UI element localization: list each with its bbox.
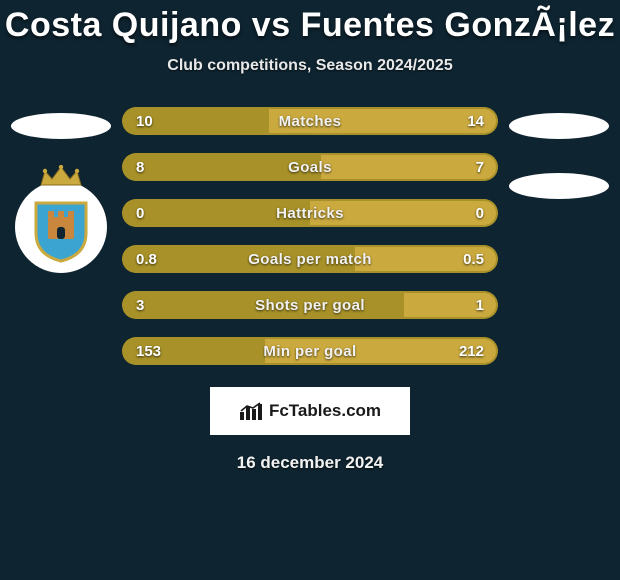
crown-icon bbox=[39, 165, 83, 187]
brand-chart-icon bbox=[239, 401, 263, 421]
right-flag-placeholder bbox=[509, 113, 609, 139]
left-club-badge bbox=[15, 181, 107, 273]
stat-label: Goals bbox=[122, 153, 498, 181]
stats-bars: 1014Matches 87Goals 00Hattricks 0.80.5Goals… bbox=[116, 107, 504, 365]
shield-icon bbox=[26, 195, 96, 265]
left-side-column bbox=[6, 107, 116, 273]
right-side-column bbox=[504, 107, 614, 199]
stat-bar: 31Shots per goal bbox=[122, 291, 498, 319]
comparison-infographic: Costa Quijano vs Fuentes GonzÃ¡lez Club … bbox=[0, 0, 620, 580]
stat-bar: 1014Matches bbox=[122, 107, 498, 135]
stat-label: Shots per goal bbox=[122, 291, 498, 319]
page-title: Costa Quijano vs Fuentes GonzÃ¡lez bbox=[0, 6, 620, 45]
right-club-placeholder bbox=[509, 173, 609, 199]
branding-text: FcTables.com bbox=[269, 401, 381, 421]
stat-label: Hattricks bbox=[122, 199, 498, 227]
left-flag-placeholder bbox=[11, 113, 111, 139]
content-row: 1014Matches 87Goals 00Hattricks 0.80.5Goals… bbox=[0, 107, 620, 365]
stat-bar: 00Hattricks bbox=[122, 199, 498, 227]
date-line: 16 december 2024 bbox=[0, 453, 620, 473]
stat-bar: 0.80.5Goals per match bbox=[122, 245, 498, 273]
stat-label: Min per goal bbox=[122, 337, 498, 365]
page-subtitle: Club competitions, Season 2024/2025 bbox=[0, 57, 620, 75]
stat-label: Matches bbox=[122, 107, 498, 135]
stat-label: Goals per match bbox=[122, 245, 498, 273]
stat-bar: 153212Min per goal bbox=[122, 337, 498, 365]
branding-box: FcTables.com bbox=[210, 387, 410, 435]
stat-bar: 87Goals bbox=[122, 153, 498, 181]
